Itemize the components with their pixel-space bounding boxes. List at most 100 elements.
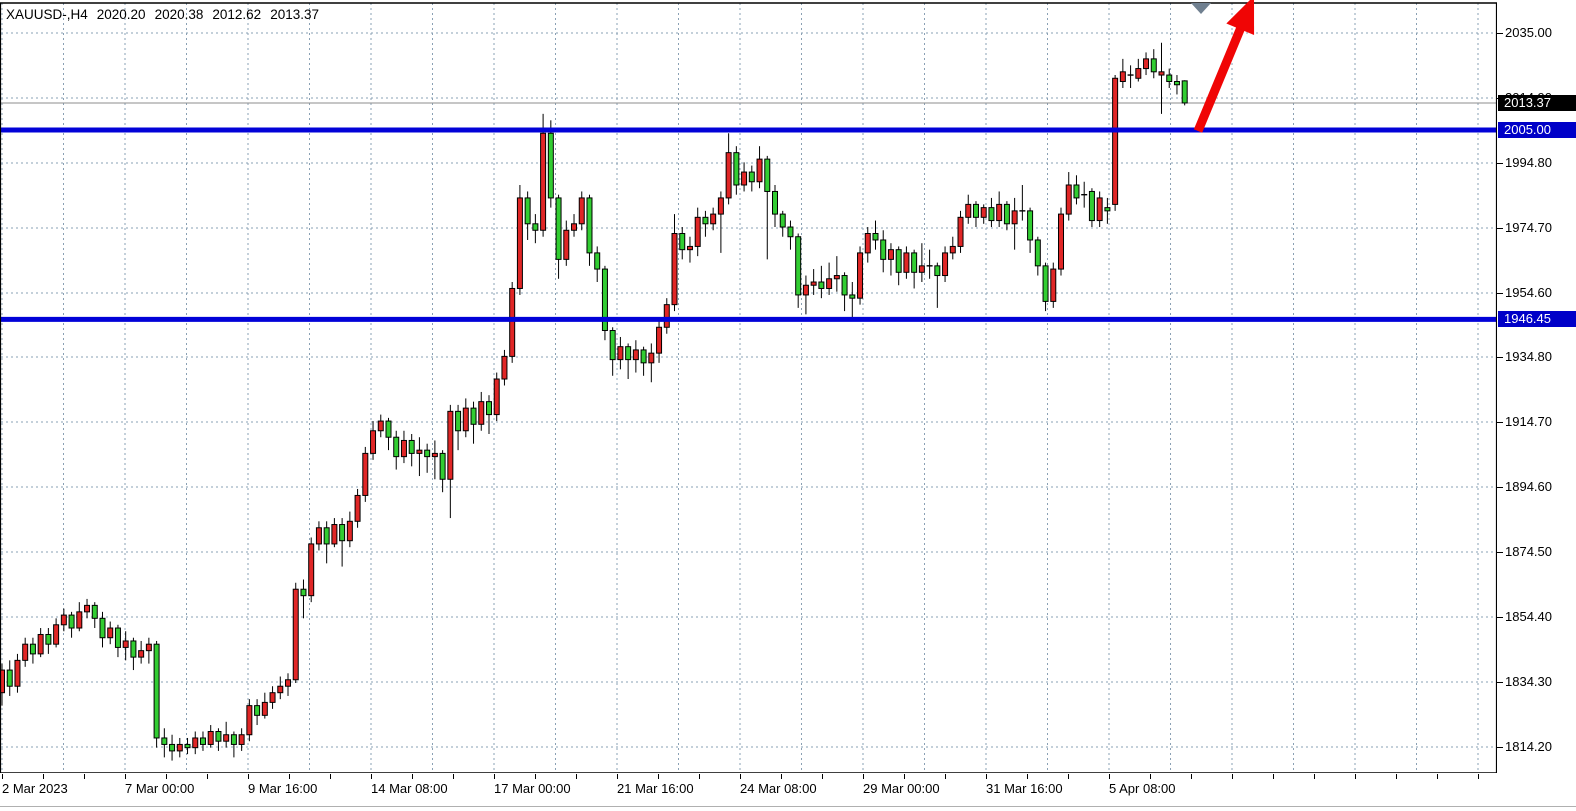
candle-body bbox=[439, 452, 446, 480]
candle-body bbox=[1104, 207, 1111, 212]
time-axis-label: 7 Mar 00:00 bbox=[125, 781, 195, 796]
price-axis-tick bbox=[1497, 487, 1503, 489]
candle-body bbox=[826, 278, 833, 289]
candle-body bbox=[84, 604, 91, 613]
candle-body bbox=[1058, 213, 1065, 270]
price-axis-tick bbox=[1497, 357, 1503, 359]
candle-body bbox=[524, 197, 531, 225]
time-axis-tick bbox=[617, 774, 618, 779]
time-axis-tick bbox=[535, 774, 536, 779]
price-axis-label: 1894.60 bbox=[1505, 479, 1552, 495]
candle-body bbox=[625, 346, 632, 361]
candle-body bbox=[393, 436, 400, 458]
candle-body bbox=[918, 265, 925, 273]
chart-title-ohlc: XAUUSD-,H4 2020.20 2020.38 2012.62 2013.37 bbox=[6, 7, 328, 22]
candle-body bbox=[1135, 68, 1142, 79]
time-axis-tick bbox=[125, 774, 126, 779]
trend-arrow-shaft[interactable] bbox=[1193, 21, 1247, 133]
time-axis-tick bbox=[207, 774, 208, 779]
candle-body bbox=[996, 203, 1003, 222]
time-axis-tick bbox=[330, 774, 331, 779]
candle-body bbox=[872, 232, 879, 241]
candle-body bbox=[462, 407, 469, 432]
open-value: 2020.20 bbox=[96, 7, 146, 22]
chart-shift-marker-icon[interactable] bbox=[1191, 3, 1211, 14]
time-axis-label: 31 Mar 16:00 bbox=[986, 781, 1063, 796]
trend-arrow-head-icon[interactable] bbox=[1226, 0, 1255, 35]
candle-body bbox=[810, 281, 817, 286]
candle-body bbox=[292, 588, 299, 681]
time-axis-tick bbox=[166, 774, 167, 779]
candle-body bbox=[22, 643, 29, 661]
time-axis-tick bbox=[781, 774, 782, 779]
candle-body bbox=[169, 743, 176, 752]
candle-body bbox=[787, 226, 794, 238]
candle-body bbox=[485, 401, 492, 416]
candle-body bbox=[702, 216, 709, 225]
time-axis-label: 14 Mar 08:00 bbox=[371, 781, 448, 796]
candle-body bbox=[246, 705, 253, 736]
candle-body bbox=[300, 588, 307, 597]
candle-body bbox=[215, 731, 222, 742]
candle-body bbox=[1096, 197, 1103, 222]
candle-body bbox=[1065, 184, 1072, 215]
candle-body bbox=[942, 252, 949, 277]
candle-body bbox=[679, 232, 686, 251]
candlestick-chart-canvas[interactable] bbox=[0, 0, 1497, 811]
time-axis-tick bbox=[863, 774, 864, 779]
candle-body bbox=[864, 232, 871, 254]
time-axis-tick bbox=[453, 774, 454, 779]
candle-body bbox=[1073, 184, 1080, 199]
candle-body bbox=[547, 132, 554, 199]
candle-body bbox=[671, 232, 678, 306]
candle-body bbox=[733, 152, 740, 186]
time-axis[interactable]: 2 Mar 2023 7 Mar 00:00 9 Mar 16:00 14 Mar 0… bbox=[0, 773, 1576, 811]
candle-body bbox=[833, 275, 840, 280]
time-axis-tick bbox=[904, 774, 905, 779]
time-axis-tick bbox=[699, 774, 700, 779]
candle-body bbox=[1143, 58, 1150, 70]
candle-body bbox=[455, 410, 462, 432]
candle-body bbox=[207, 731, 214, 745]
time-axis-label: 24 Mar 08:00 bbox=[740, 781, 817, 796]
candle-body bbox=[277, 685, 284, 694]
candle-body bbox=[663, 304, 670, 328]
candle-body bbox=[725, 152, 732, 199]
time-axis-tick bbox=[1314, 774, 1315, 779]
candle-body bbox=[717, 197, 724, 215]
price-axis-label: 1954.60 bbox=[1505, 284, 1552, 300]
candle-body bbox=[748, 171, 755, 183]
candle-body bbox=[424, 449, 431, 458]
candle-body bbox=[1042, 265, 1049, 302]
price-axis-tick bbox=[1497, 747, 1503, 749]
time-axis-tick bbox=[494, 774, 495, 779]
candle-body bbox=[710, 213, 717, 225]
chart-plot-area[interactable]: XAUUSD-,H4 2020.20 2020.38 2012.62 2013.37 bbox=[0, 0, 1497, 811]
candle-body bbox=[880, 239, 887, 260]
candle-body bbox=[1011, 210, 1018, 225]
candle-body bbox=[764, 158, 771, 192]
candle-body bbox=[949, 245, 956, 254]
candle-body bbox=[339, 524, 346, 542]
candle-body bbox=[130, 640, 137, 658]
candle-body bbox=[377, 420, 384, 432]
candle-body bbox=[161, 737, 168, 745]
time-axis-label: 17 Mar 00:00 bbox=[494, 781, 571, 796]
candle-body bbox=[965, 203, 972, 218]
time-axis-tick bbox=[576, 774, 577, 779]
time-axis-tick bbox=[658, 774, 659, 779]
candle-body bbox=[795, 236, 802, 296]
price-axis-tick bbox=[1497, 227, 1503, 229]
price-axis[interactable]: 2035.002014.901994.801974.701954.601934.… bbox=[1497, 0, 1576, 773]
window-bottom-edge bbox=[0, 806, 1576, 807]
candle-body bbox=[145, 643, 152, 652]
time-axis-tick bbox=[43, 774, 44, 779]
candle-body bbox=[60, 614, 67, 626]
low-value: 2012.62 bbox=[212, 7, 262, 22]
price-axis-label: 1874.50 bbox=[1505, 544, 1552, 560]
candle-body bbox=[29, 643, 36, 655]
price-axis-label: 1934.80 bbox=[1505, 349, 1552, 365]
candle-body bbox=[1003, 203, 1010, 225]
candle-body bbox=[323, 527, 330, 545]
